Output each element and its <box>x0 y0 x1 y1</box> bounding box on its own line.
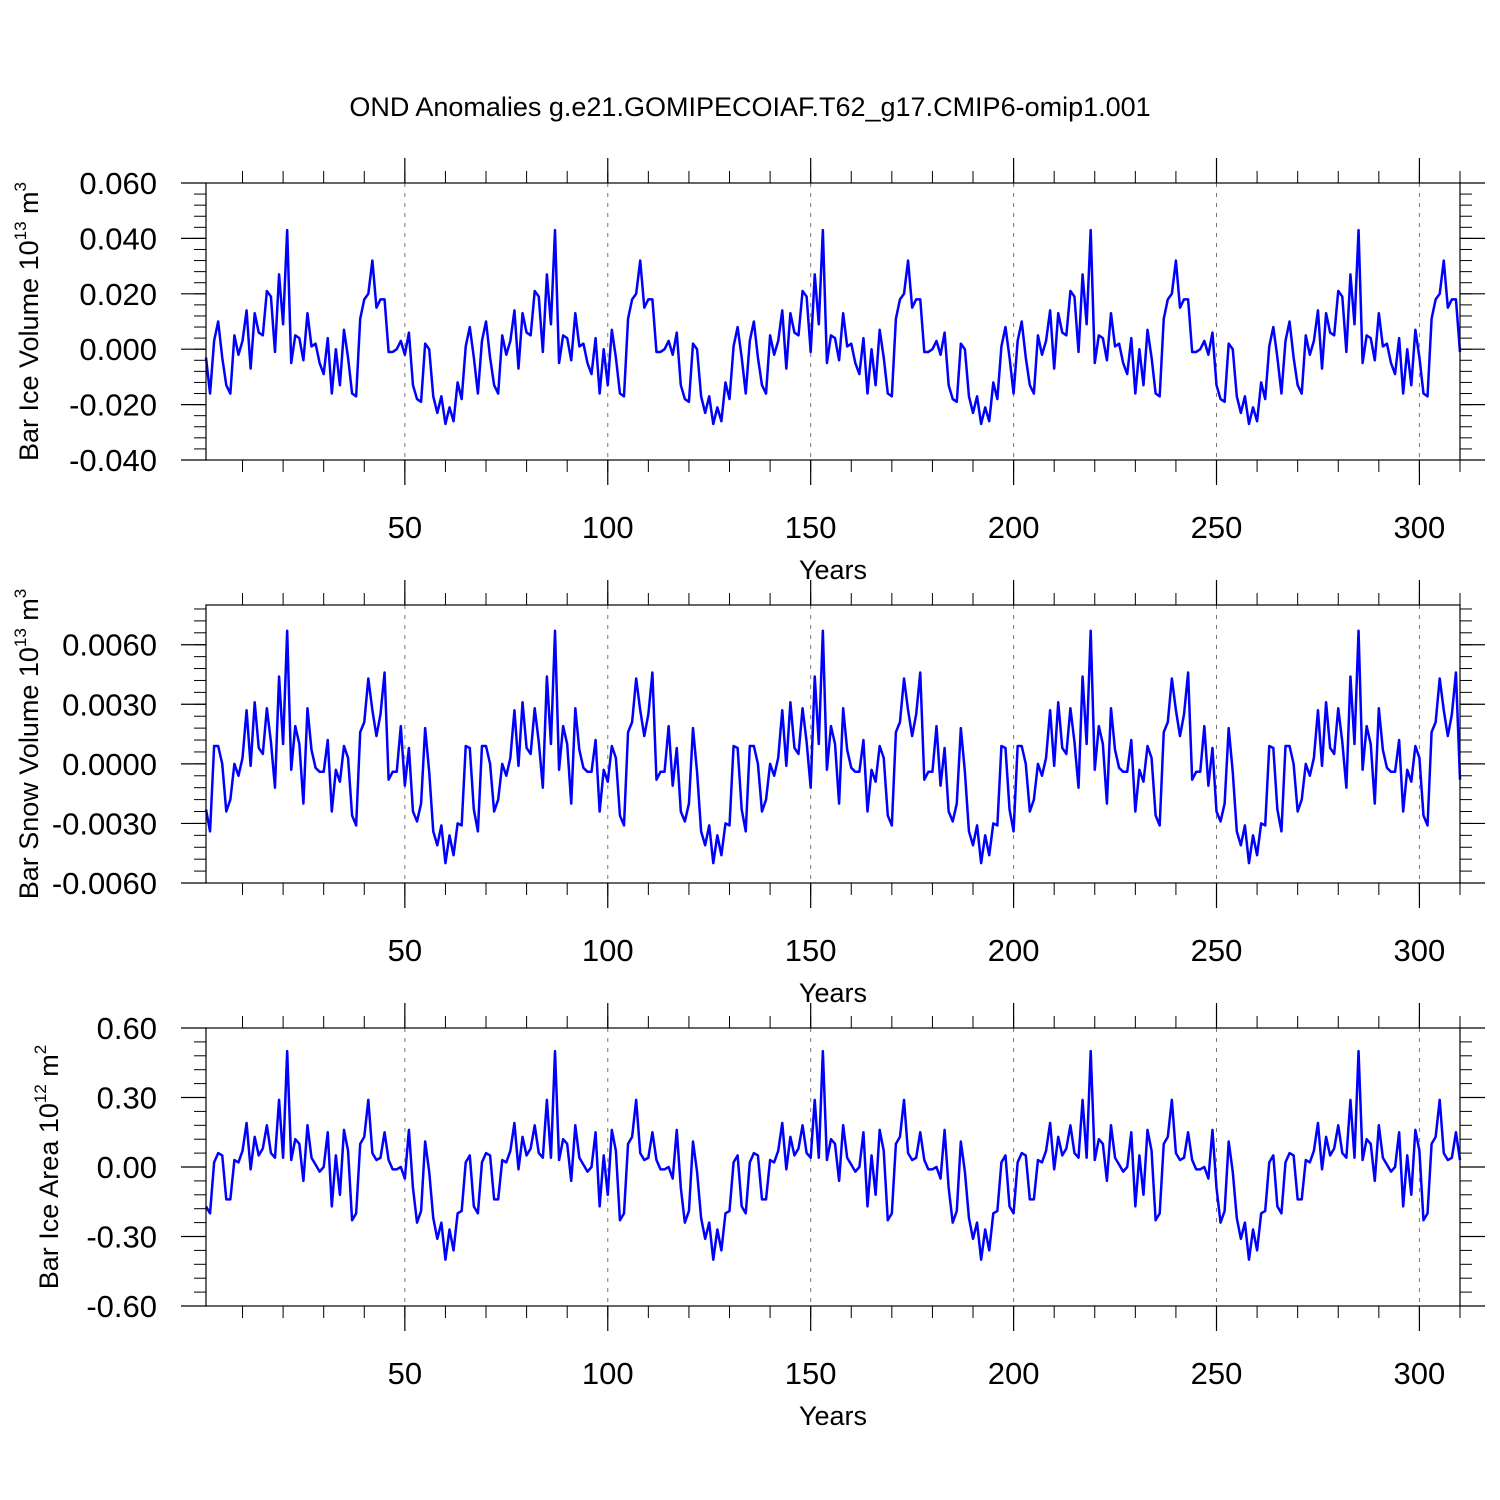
figure-title: OND Anomalies g.e21.GOMIPECOIAF.T62_g17.… <box>349 92 1151 122</box>
panel-3-ytick-label: 0.00 <box>97 1150 157 1185</box>
panel-1-xtick-label: 100 <box>582 510 634 545</box>
panel-3-xtick-label: 150 <box>785 1356 837 1391</box>
panel-2-ytick-label: -0.0060 <box>52 866 157 901</box>
panel-2-xtick-label: 150 <box>785 933 837 968</box>
panel-2-ytick-label: 0.0000 <box>62 747 157 782</box>
panel-2-xtick-label: 100 <box>582 933 634 968</box>
panel-3-ytick-label: 0.30 <box>97 1081 157 1116</box>
panel-2-ytick-label: 0.0060 <box>62 628 157 663</box>
panel-3-series-line <box>204 1049 1462 1261</box>
panel-1-ytick-label: -0.040 <box>69 443 157 478</box>
panel-2-y-axis-title: Bar Snow Volume 1013 m3 <box>11 589 44 900</box>
panel-2-ytick-label: 0.0030 <box>62 687 157 722</box>
panel-3-ytick-label: -0.30 <box>86 1220 157 1255</box>
panel-1-ytick-label: 0.020 <box>79 277 157 312</box>
panel-1-ytick-label: -0.020 <box>69 388 157 423</box>
panel-3-xtick-label: 250 <box>1191 1356 1243 1391</box>
panel-2-ytick-label: -0.0030 <box>52 806 157 841</box>
panel-1-xtick-label: 150 <box>785 510 837 545</box>
panel-3-y-axis-title: Bar Ice Area 1012 m2 <box>31 1045 64 1290</box>
panel-3-x-axis-title: Years <box>799 1401 867 1431</box>
panel-1-ytick-label: 0.000 <box>79 332 157 367</box>
panel-1-xtick-label: 200 <box>988 510 1040 545</box>
panel-1-ytick-label: 0.060 <box>79 166 157 201</box>
panel-1-xtick-label: 300 <box>1394 510 1446 545</box>
panel-3-frame <box>205 1027 1461 1307</box>
panel-1-series-line <box>204 228 1462 426</box>
panel-1-frame <box>205 182 1461 461</box>
panel-1-xtick-label: 50 <box>388 510 422 545</box>
panel-2-xtick-label: 250 <box>1191 933 1243 968</box>
panel-3-xtick-label: 200 <box>988 1356 1040 1391</box>
panel-1-y-axis-title: Bar Ice Volume 1013 m3 <box>11 182 44 461</box>
panel-3-xtick-label: 50 <box>388 1356 422 1391</box>
panel-2-xtick-label: 50 <box>388 933 422 968</box>
panel-2-x-axis-title: Years <box>799 978 867 1008</box>
panel-2-frame <box>205 604 1461 884</box>
panel-3-xtick-label: 300 <box>1394 1356 1446 1391</box>
panel-1-xtick-label: 250 <box>1191 510 1243 545</box>
panel-1-x-axis-title: Years <box>799 555 867 585</box>
panel-3-xtick-label: 100 <box>582 1356 634 1391</box>
panel-2-xtick-label: 300 <box>1394 933 1446 968</box>
panel-3-ytick-label: 0.60 <box>97 1011 157 1046</box>
panel-2-xtick-label: 200 <box>988 933 1040 968</box>
panel-2-series-line <box>204 629 1462 865</box>
panel-3-ytick-label: -0.60 <box>86 1289 157 1324</box>
panel-1-ytick-label: 0.040 <box>79 221 157 256</box>
